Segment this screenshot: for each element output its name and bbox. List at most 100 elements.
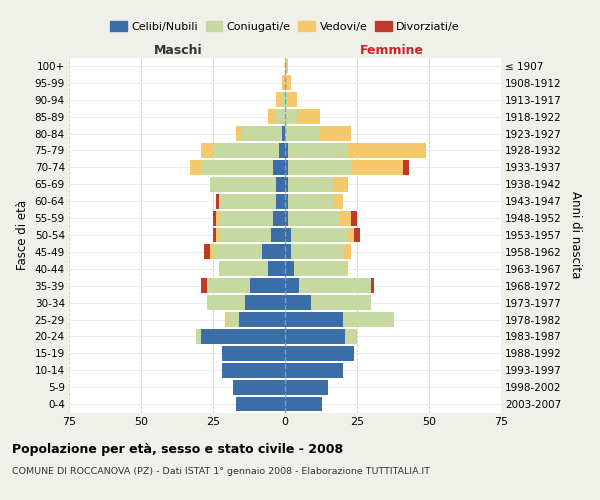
Bar bbox=[343, 244, 351, 260]
Bar bbox=[277, 109, 285, 124]
Text: Popolazione per età, sesso e stato civile - 2008: Popolazione per età, sesso e stato civil… bbox=[12, 442, 343, 456]
Bar bbox=[285, 244, 291, 260]
Bar bbox=[202, 143, 213, 158]
Bar bbox=[285, 109, 296, 124]
Bar bbox=[277, 194, 285, 208]
Bar bbox=[213, 210, 216, 226]
Bar bbox=[285, 329, 346, 344]
Bar bbox=[205, 244, 210, 260]
Text: Maschi: Maschi bbox=[154, 44, 203, 57]
Bar bbox=[285, 210, 288, 226]
Bar bbox=[242, 126, 282, 141]
Bar bbox=[288, 210, 340, 226]
Bar bbox=[207, 295, 245, 310]
Bar bbox=[285, 262, 293, 276]
Bar bbox=[213, 244, 262, 260]
Bar bbox=[210, 244, 213, 260]
Bar bbox=[346, 262, 349, 276]
Bar bbox=[343, 312, 394, 327]
Bar bbox=[403, 160, 409, 175]
Bar bbox=[271, 228, 285, 242]
Bar bbox=[354, 228, 360, 242]
Bar bbox=[285, 363, 343, 378]
Bar bbox=[202, 329, 285, 344]
Bar bbox=[351, 160, 403, 175]
Bar bbox=[285, 76, 291, 90]
Bar bbox=[285, 278, 299, 293]
Bar bbox=[216, 210, 219, 226]
Bar bbox=[239, 312, 285, 327]
Bar bbox=[221, 346, 285, 361]
Bar bbox=[285, 346, 354, 361]
Bar bbox=[334, 177, 349, 192]
Bar bbox=[285, 380, 328, 394]
Bar bbox=[190, 160, 202, 175]
Bar bbox=[250, 278, 285, 293]
Bar bbox=[351, 210, 357, 226]
Bar bbox=[236, 126, 242, 141]
Bar bbox=[293, 262, 346, 276]
Bar bbox=[282, 76, 285, 90]
Bar bbox=[202, 160, 274, 175]
Bar bbox=[202, 278, 207, 293]
Bar bbox=[340, 210, 351, 226]
Bar bbox=[349, 143, 426, 158]
Bar bbox=[224, 312, 227, 327]
Bar bbox=[282, 126, 285, 141]
Bar bbox=[285, 160, 288, 175]
Bar bbox=[219, 262, 268, 276]
Bar bbox=[219, 228, 271, 242]
Bar bbox=[285, 143, 288, 158]
Bar bbox=[285, 312, 343, 327]
Bar bbox=[285, 58, 288, 74]
Bar bbox=[268, 262, 285, 276]
Bar bbox=[213, 143, 279, 158]
Y-axis label: Anni di nascita: Anni di nascita bbox=[569, 192, 582, 278]
Bar bbox=[288, 92, 296, 107]
Bar bbox=[349, 228, 354, 242]
Bar bbox=[279, 143, 285, 158]
Bar bbox=[288, 143, 349, 158]
Text: Femmine: Femmine bbox=[359, 44, 424, 57]
Bar bbox=[311, 295, 371, 310]
Bar bbox=[285, 92, 288, 107]
Bar bbox=[288, 194, 334, 208]
Bar bbox=[285, 396, 322, 411]
Bar bbox=[346, 329, 357, 344]
Bar bbox=[268, 109, 277, 124]
Bar bbox=[274, 210, 285, 226]
Bar bbox=[207, 278, 250, 293]
Legend: Celibi/Nubili, Coniugati/e, Vedovi/e, Divorziati/e: Celibi/Nubili, Coniugati/e, Vedovi/e, Di… bbox=[106, 17, 464, 36]
Bar bbox=[219, 194, 277, 208]
Bar bbox=[296, 109, 320, 124]
Bar bbox=[221, 363, 285, 378]
Bar bbox=[196, 329, 202, 344]
Bar bbox=[291, 228, 349, 242]
Bar bbox=[285, 295, 311, 310]
Bar bbox=[274, 160, 285, 175]
Bar bbox=[285, 228, 291, 242]
Bar bbox=[262, 244, 285, 260]
Bar bbox=[288, 160, 351, 175]
Bar bbox=[233, 380, 285, 394]
Bar bbox=[334, 194, 343, 208]
Bar bbox=[213, 228, 216, 242]
Bar bbox=[219, 210, 274, 226]
Bar bbox=[277, 177, 285, 192]
Bar bbox=[291, 244, 343, 260]
Text: COMUNE DI ROCCANOVA (PZ) - Dati ISTAT 1° gennaio 2008 - Elaborazione TUTTITALIA.: COMUNE DI ROCCANOVA (PZ) - Dati ISTAT 1°… bbox=[12, 468, 430, 476]
Bar bbox=[216, 194, 219, 208]
Bar bbox=[285, 126, 320, 141]
Bar bbox=[282, 92, 285, 107]
Bar bbox=[299, 278, 371, 293]
Bar bbox=[320, 126, 351, 141]
Bar bbox=[210, 177, 277, 192]
Bar bbox=[285, 194, 288, 208]
Bar bbox=[236, 396, 285, 411]
Bar bbox=[216, 228, 219, 242]
Bar bbox=[371, 278, 374, 293]
Bar bbox=[288, 177, 334, 192]
Bar bbox=[285, 177, 288, 192]
Y-axis label: Fasce di età: Fasce di età bbox=[16, 200, 29, 270]
Bar bbox=[277, 92, 282, 107]
